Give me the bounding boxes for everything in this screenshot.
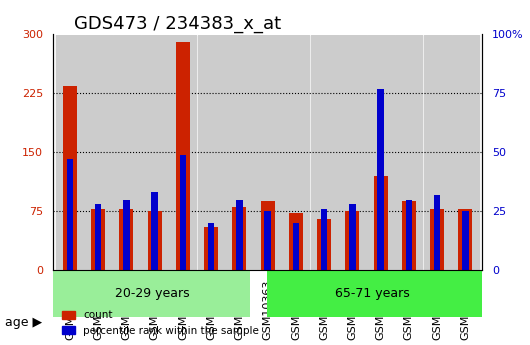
Bar — [67, 159, 73, 270]
Bar — [236, 199, 243, 270]
Bar — [232, 207, 246, 270]
Legend: count, percentile rank within the sample: count, percentile rank within the sample — [58, 306, 263, 340]
Bar — [85, 34, 112, 270]
Bar — [452, 34, 479, 270]
Bar — [152, 193, 158, 270]
Bar — [148, 211, 162, 270]
Bar — [349, 204, 356, 270]
Bar — [317, 219, 331, 270]
Bar — [346, 210, 359, 270]
Bar — [434, 195, 440, 270]
FancyBboxPatch shape — [53, 270, 250, 317]
Bar — [119, 209, 134, 270]
Text: 65-71 years: 65-71 years — [335, 287, 410, 300]
Bar — [377, 89, 384, 270]
Bar — [339, 34, 366, 270]
Text: GDS473 / 234383_x_at: GDS473 / 234383_x_at — [74, 15, 281, 33]
Text: age ▶: age ▶ — [5, 316, 42, 329]
Bar — [289, 213, 303, 270]
Bar — [141, 34, 168, 270]
Bar — [458, 209, 472, 270]
Bar — [208, 223, 214, 270]
Bar — [374, 176, 387, 270]
Bar — [264, 211, 271, 270]
Bar — [198, 34, 225, 270]
Bar — [254, 34, 281, 270]
Bar — [462, 211, 469, 270]
Bar — [56, 34, 84, 270]
FancyBboxPatch shape — [267, 270, 499, 317]
Bar — [91, 209, 105, 270]
Bar — [63, 86, 77, 270]
Bar — [95, 204, 101, 270]
Bar — [293, 223, 299, 270]
Bar — [402, 201, 416, 270]
Bar — [176, 42, 190, 270]
Bar — [282, 34, 310, 270]
Bar — [311, 34, 338, 270]
Bar — [261, 201, 275, 270]
Bar — [180, 155, 186, 270]
Bar — [123, 199, 130, 270]
Bar — [367, 34, 394, 270]
Bar — [430, 209, 444, 270]
Bar — [170, 34, 197, 270]
Bar — [204, 227, 218, 270]
Bar — [423, 34, 450, 270]
Bar — [395, 34, 422, 270]
Bar — [321, 209, 328, 270]
Bar — [226, 34, 253, 270]
Text: 20-29 years: 20-29 years — [114, 287, 189, 300]
Bar — [405, 199, 412, 270]
Bar — [113, 34, 140, 270]
